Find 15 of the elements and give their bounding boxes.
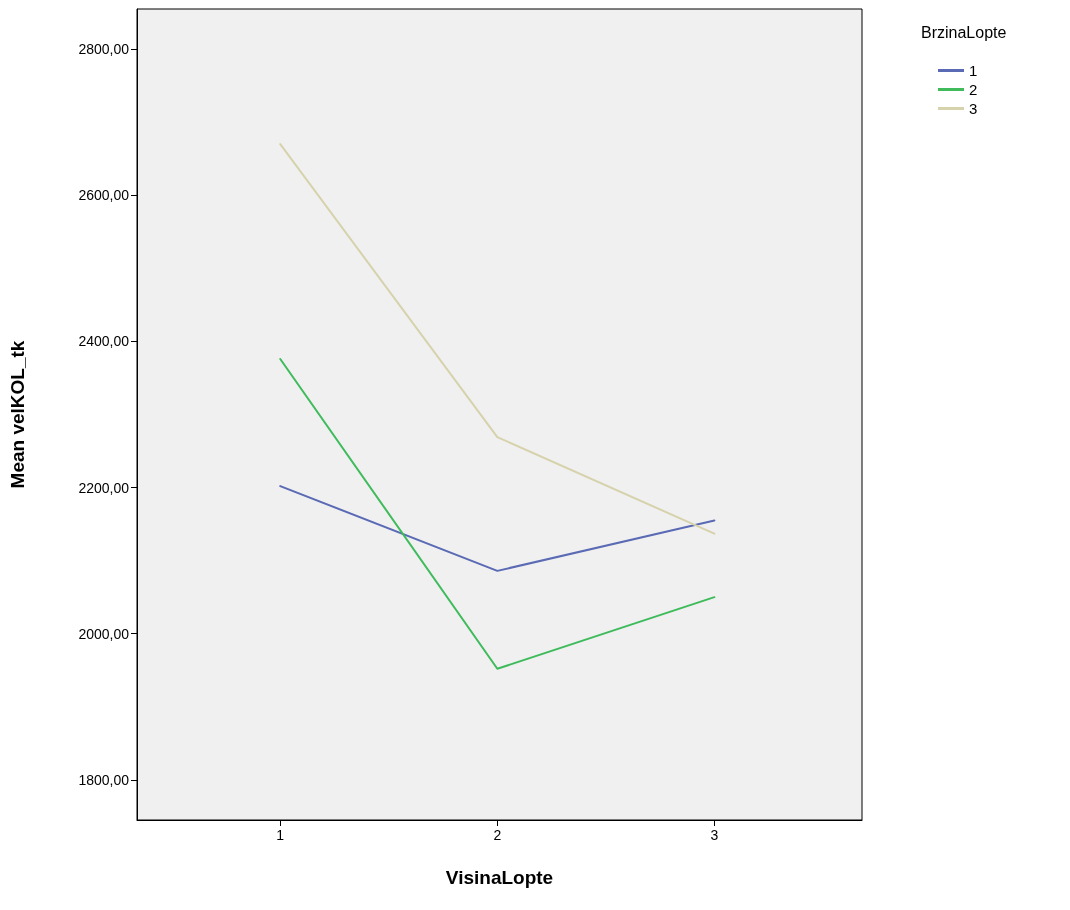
x-axis-title: VisinaLopte xyxy=(445,867,554,888)
y-tick-label: 2600,00 xyxy=(78,187,130,204)
y-axis-title: Mean velKOL_tk xyxy=(7,340,28,489)
x-tick-label: 1 xyxy=(276,827,285,843)
y-tick-label: 2000,00 xyxy=(78,625,130,642)
legend-label: 3 xyxy=(969,100,978,117)
y-tick-label: 2400,00 xyxy=(78,333,130,350)
y-tick-label: 2200,00 xyxy=(78,479,130,496)
x-tick-label: 3 xyxy=(710,827,719,843)
x-tick-label: 2 xyxy=(493,827,502,843)
y-tick-label: 2800,00 xyxy=(78,41,130,58)
legend-title: BrzinaLopte xyxy=(921,23,1007,41)
y-tick-label: 1800,00 xyxy=(78,771,130,788)
legend-label: 2 xyxy=(969,81,978,98)
legend-label: 1 xyxy=(969,62,978,79)
